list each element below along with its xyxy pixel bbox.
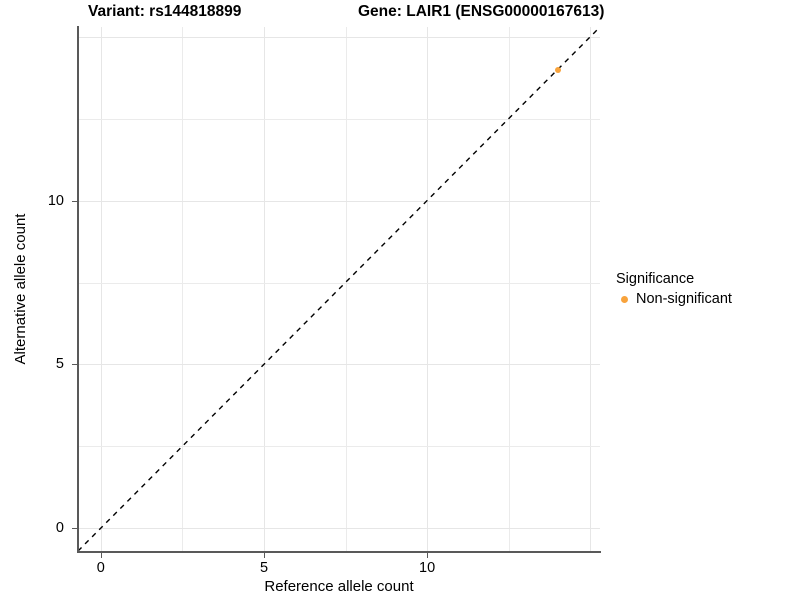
data-point[interactable] — [554, 66, 561, 73]
y-tick-mark — [72, 528, 77, 530]
x-tick-label: 0 — [96, 560, 105, 576]
x-axis-label: Reference allele count — [264, 578, 414, 595]
chart-title-row: Variant: rs144818899 Gene: LAIR1 (ENSG00… — [0, 0, 800, 26]
y-tick-label: 5 — [55, 356, 64, 373]
plot-panel — [78, 27, 600, 551]
x-tick-mark — [100, 553, 102, 558]
identity-reference-line — [78, 27, 600, 551]
legend-marker-dot-icon — [616, 291, 632, 307]
y-tick-mark — [72, 364, 77, 366]
x-tick-mark — [264, 553, 265, 558]
variant-title: Variant: rs144818899 — [88, 3, 242, 20]
legend-title: Significance — [616, 271, 695, 287]
legend-entries: Non-significant — [616, 289, 796, 309]
legend: Significance Non-significant — [616, 270, 796, 309]
x-tick-label: 10 — [419, 560, 436, 576]
legend-entry[interactable]: Non-significant — [616, 289, 796, 309]
x-tick-mark — [427, 553, 429, 558]
legend-entry-label: Non-significant — [636, 291, 732, 307]
y-tick-label: 0 — [55, 520, 64, 537]
x-tick-label: 5 — [259, 560, 269, 576]
y-tick-label: 10 — [47, 192, 64, 209]
y-axis-label: Alternative allele count — [12, 213, 29, 365]
x-axis-line — [77, 551, 601, 553]
gene-title: Gene: LAIR1 (ENSG00000167613) — [358, 3, 605, 20]
y-axis-line — [77, 26, 79, 553]
y-tick-mark — [72, 200, 77, 202]
